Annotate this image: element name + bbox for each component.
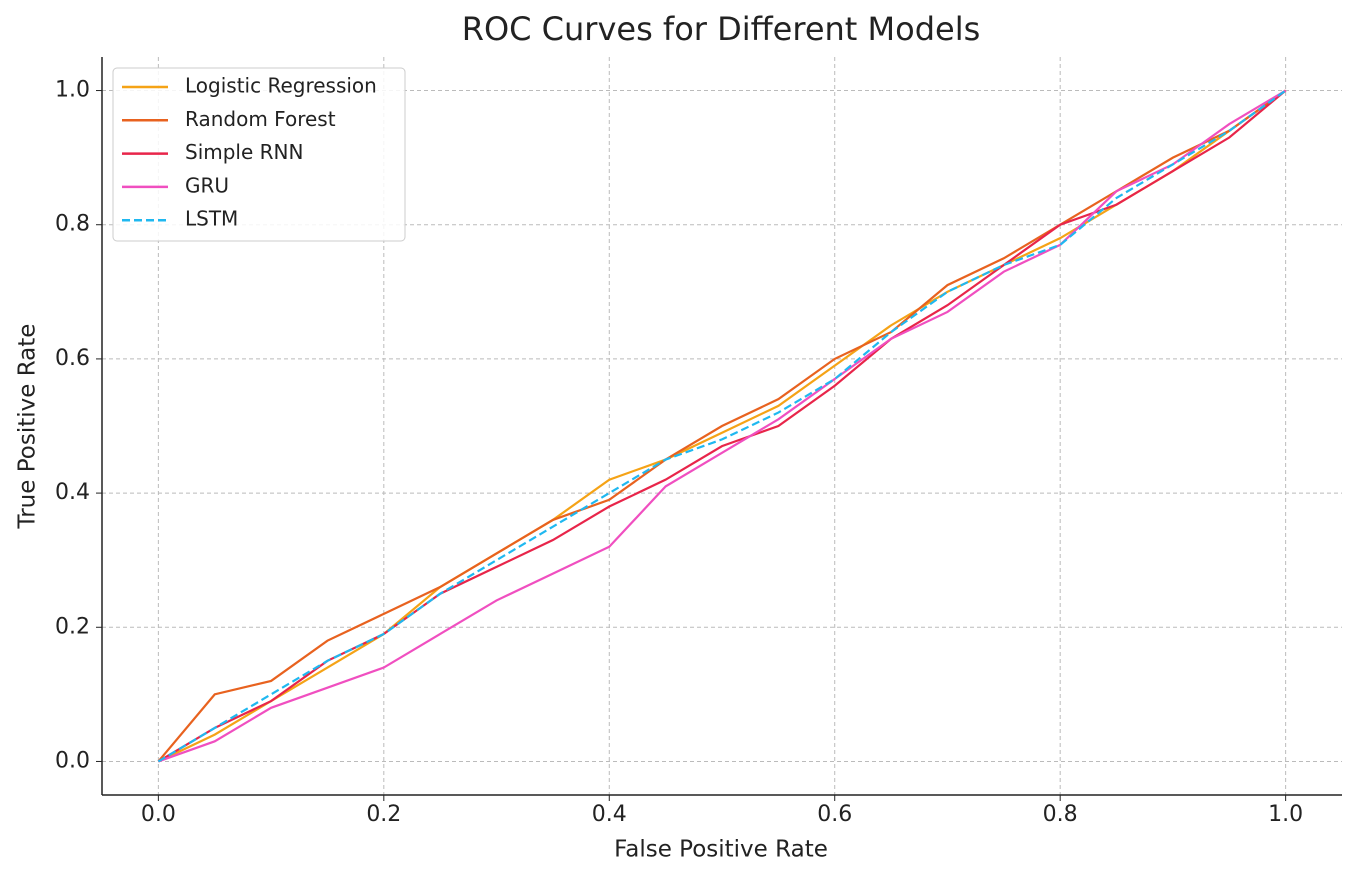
series-line	[157, 89, 1287, 763]
y-tick-label: 0.0	[55, 748, 90, 773]
legend-box	[112, 67, 406, 242]
x-axis-label: False Positive Rate	[614, 837, 828, 863]
y-tick-label: 0.2	[55, 614, 90, 639]
x-tick-label: 0.8	[1043, 802, 1078, 827]
legend-label: GRU	[185, 173, 229, 197]
series-line	[157, 89, 1287, 763]
x-tick-label: 1.0	[1268, 802, 1303, 827]
legend-label: Logistic Regression	[185, 74, 377, 98]
series-line	[157, 89, 1287, 763]
y-tick-label: 0.8	[55, 212, 90, 237]
x-tick-label: 0.4	[592, 802, 627, 827]
x-tick-label: 0.0	[141, 802, 176, 827]
x-tick-label: 0.6	[817, 802, 852, 827]
legend-label: LSTM	[185, 207, 238, 231]
series-line	[157, 89, 1287, 763]
y-tick-label: 1.0	[55, 78, 90, 103]
y-axis-label: True Positive Rate	[15, 324, 41, 530]
y-tick-label: 0.4	[55, 480, 90, 505]
x-tick-label: 0.2	[366, 802, 401, 827]
legend-label: Random Forest	[185, 107, 336, 131]
legend-label: Simple RNN	[185, 140, 303, 164]
chart-title: ROC Curves for Different Models	[462, 10, 981, 48]
y-tick-label: 0.6	[55, 346, 90, 371]
